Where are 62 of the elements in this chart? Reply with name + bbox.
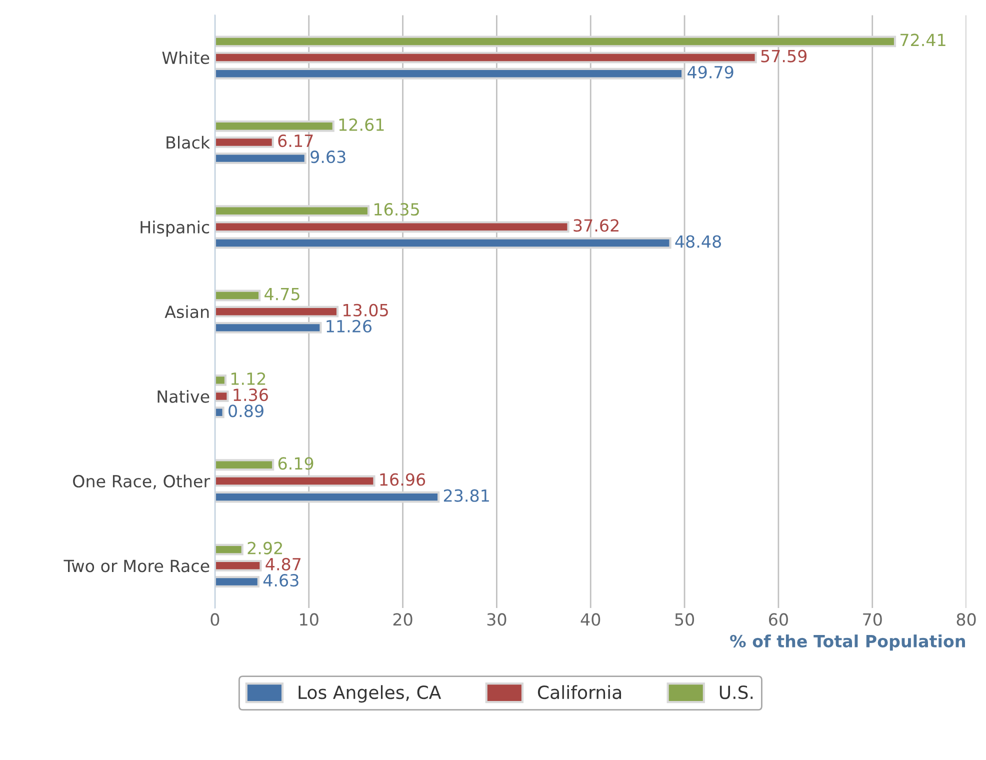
data-label: 72.41 (900, 34, 946, 46)
bar (214, 374, 227, 386)
x-tick-label: 30 (487, 613, 506, 626)
data-label: 49.79 (688, 66, 734, 78)
data-label: 9.63 (310, 150, 346, 164)
data-label: 4.75 (264, 288, 300, 300)
bar (214, 475, 376, 487)
data-label: 13.05 (344, 304, 388, 316)
bar (214, 136, 274, 148)
legend-label: U.S. (720, 685, 753, 700)
y-tick-label: One Race, Other (73, 474, 210, 490)
bar (214, 237, 672, 249)
bar (214, 406, 224, 418)
data-label: 6.19 (278, 457, 314, 470)
bar (214, 544, 244, 556)
y-tick-label: Black (166, 136, 210, 149)
data-label: 57.59 (761, 50, 807, 62)
bar (214, 36, 896, 48)
x-tick-label: 60 (769, 613, 788, 626)
bar (214, 491, 440, 503)
data-label: 0.89 (228, 404, 264, 418)
y-tick-label: Hispanic (140, 220, 210, 237)
bar (214, 390, 229, 402)
bar (214, 152, 306, 164)
y-tick-label: Native (158, 390, 210, 403)
bar (214, 576, 260, 588)
y-tick-label: Two or More Race (64, 560, 210, 572)
data-label: 16.35 (374, 203, 419, 216)
data-label: 2.92 (248, 542, 282, 554)
x-tick-label: 70 (863, 613, 882, 626)
x-tick-label: 50 (675, 613, 694, 626)
legend-label: California (538, 685, 622, 700)
x-tick-label: 10 (300, 613, 318, 626)
data-label: 12.61 (339, 118, 384, 131)
data-label: 16.96 (380, 473, 426, 486)
legend-label: Los Angeles, CA (298, 685, 442, 703)
data-label: 1.36 (234, 388, 268, 402)
y-tick-label: White (162, 51, 210, 64)
bar (214, 459, 274, 471)
data-label: 4.63 (263, 574, 298, 587)
bar (214, 560, 262, 572)
bar (214, 68, 684, 80)
x-tick-label: 40 (580, 613, 600, 626)
bar (214, 52, 757, 64)
x-axis-title: % of the Total Population (730, 634, 965, 651)
y-tick-label: Asian (164, 305, 209, 318)
bar (214, 290, 261, 302)
bar (214, 205, 370, 217)
data-label: 11.26 (326, 320, 372, 333)
bar (214, 322, 322, 334)
data-label: 4.87 (266, 558, 301, 570)
x-tick-label: 20 (393, 613, 412, 626)
data-label: 1.12 (231, 372, 266, 385)
x-tick-label: 80 (956, 613, 976, 626)
bar (214, 221, 570, 233)
data-label: 48.48 (675, 235, 721, 248)
bar (214, 120, 334, 132)
x-tick-label: 0 (210, 613, 220, 626)
bar (214, 306, 339, 318)
data-label: 6.17 (278, 134, 313, 148)
data-label: 37.62 (574, 219, 618, 232)
data-label: 23.81 (444, 489, 489, 502)
